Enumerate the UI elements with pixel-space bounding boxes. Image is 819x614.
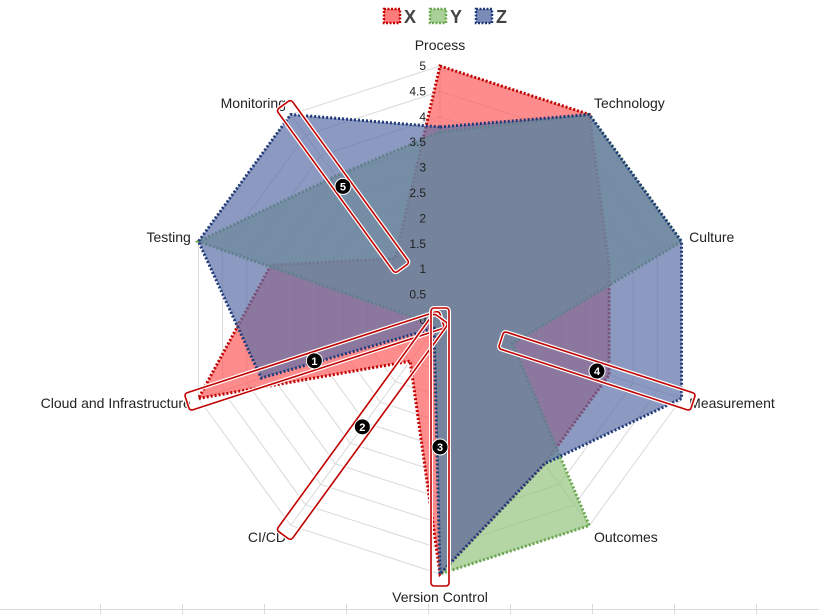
tick-label: 4.5: [409, 84, 426, 98]
legend-swatch-z: [474, 7, 494, 25]
annotation-callout-2: [275, 312, 450, 542]
annotation-badge-4: [588, 362, 606, 380]
legend-label-x: X: [404, 7, 416, 27]
tick-label: 1.5: [409, 237, 426, 251]
radar-axis-labels: Process Technology Culture Measurement Outco…: [41, 37, 775, 605]
annotation-badge-5: [334, 177, 352, 195]
tick-label: 0.5: [409, 288, 426, 302]
axis-label-cloud-and-infrastructure: Cloud and Infrastructure: [41, 395, 191, 411]
chart-legend: X Y Z: [382, 7, 507, 27]
axis-label-measurement: Measurement: [689, 395, 775, 411]
annotation-callout-3: [429, 306, 451, 588]
axis-label-version-control: Version Control: [392, 589, 488, 605]
annotation-box: [276, 313, 448, 541]
annotation-callout-4: [497, 330, 697, 412]
tick-label: 2: [419, 211, 426, 225]
radar-tick-labels: 0 0.5 1 1.5 2 2.5 3 3.5 4 4.5 5: [409, 59, 426, 327]
axis-label-testing: Testing: [146, 229, 190, 245]
axis-label-technology: Technology: [594, 95, 665, 111]
annotation-number-2: 2: [359, 422, 365, 434]
annotation-number-5: 5: [340, 181, 346, 193]
annotation-number-4: 4: [594, 366, 601, 378]
tick-label: 0: [419, 313, 426, 327]
series-area-z: [196, 112, 684, 578]
legend-label-y: Y: [450, 7, 462, 27]
annotation-number-1: 1: [311, 356, 317, 368]
spreadsheet-gridlines: [0, 604, 819, 614]
axis-label-outcomes: Outcomes: [594, 529, 658, 545]
axis-label-monitoring: Monitoring: [221, 95, 286, 111]
tick-label: 4: [419, 110, 426, 124]
legend-swatch-y: [428, 7, 448, 25]
axis-label-ci-cd: CI/CD: [248, 529, 286, 545]
annotation-number-3: 3: [437, 442, 443, 454]
annotation-box: [276, 99, 410, 273]
annotation-badge-1: [305, 352, 323, 370]
tick-label: 5: [419, 59, 426, 73]
annotation-badge-3: [431, 438, 449, 456]
tick-label: 2.5: [409, 186, 426, 200]
tick-label: 3.5: [409, 135, 426, 149]
annotation-callout-5: [275, 98, 411, 275]
axis-label-culture: Culture: [689, 229, 734, 245]
radar-series: [194, 64, 684, 578]
annotation-callouts: 1 2 3 4 5: [183, 98, 697, 588]
legend-label-z: Z: [496, 7, 507, 27]
tick-label: 3: [419, 161, 426, 175]
annotation-box: [498, 331, 696, 411]
annotation-box: [430, 307, 450, 587]
annotation-badge-2: [353, 418, 371, 436]
legend-swatch-x: [382, 7, 402, 25]
axis-label-process: Process: [415, 37, 466, 53]
tick-label: 1: [419, 262, 426, 276]
